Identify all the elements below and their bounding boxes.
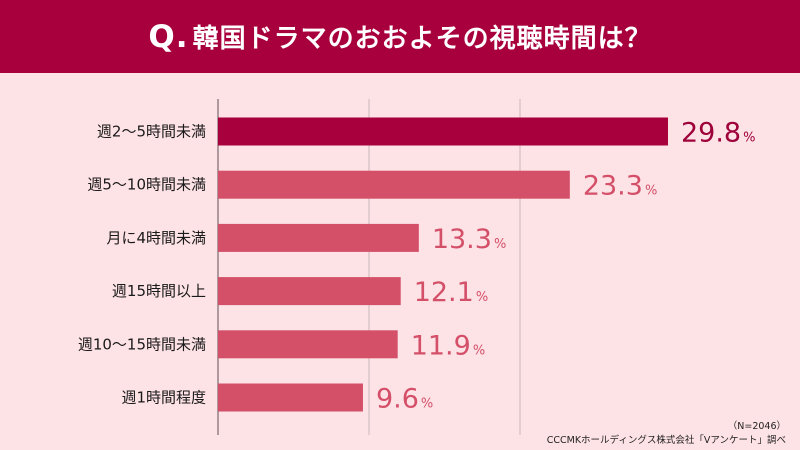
question-mark-label: Q. <box>148 18 189 55</box>
value-label: 12.1% <box>414 277 488 308</box>
source-note: CCCMKホールディングス株式会社「Vアンケート」調べ <box>546 435 786 446</box>
value-label: 13.3% <box>432 224 506 255</box>
category-label: 週5～10時間未満 <box>87 176 206 194</box>
category-label: 週10～15時間未満 <box>78 335 206 353</box>
category-label: 月に4時間未満 <box>106 229 206 247</box>
header-banner: Q. 韓国ドラマのおおよその視聴時間は？ <box>0 0 800 73</box>
bar <box>218 277 401 306</box>
page-title: 韓国ドラマのおおよその視聴時間は？ <box>192 24 652 54</box>
bar <box>218 383 363 412</box>
bar <box>218 330 398 359</box>
bar <box>218 223 419 252</box>
value-label: 9.6% <box>376 384 433 415</box>
category-label: 週15時間以上 <box>112 282 206 300</box>
category-label: 週2～5時間未満 <box>97 123 206 141</box>
value-label: 11.9% <box>411 330 485 361</box>
bar-chart: 週2～5時間未満 29.8 % 週5～10時間未満 23.3 % 月に4時間未満 13.3 % 週… <box>78 99 755 435</box>
bar <box>218 170 570 199</box>
value-label: 29.8% <box>681 118 755 149</box>
category-label: 週1時間程度 <box>121 389 206 407</box>
value-label: 23.3% <box>583 171 657 202</box>
sample-size-note: （N=2046） <box>727 421 786 432</box>
bar <box>218 117 668 146</box>
